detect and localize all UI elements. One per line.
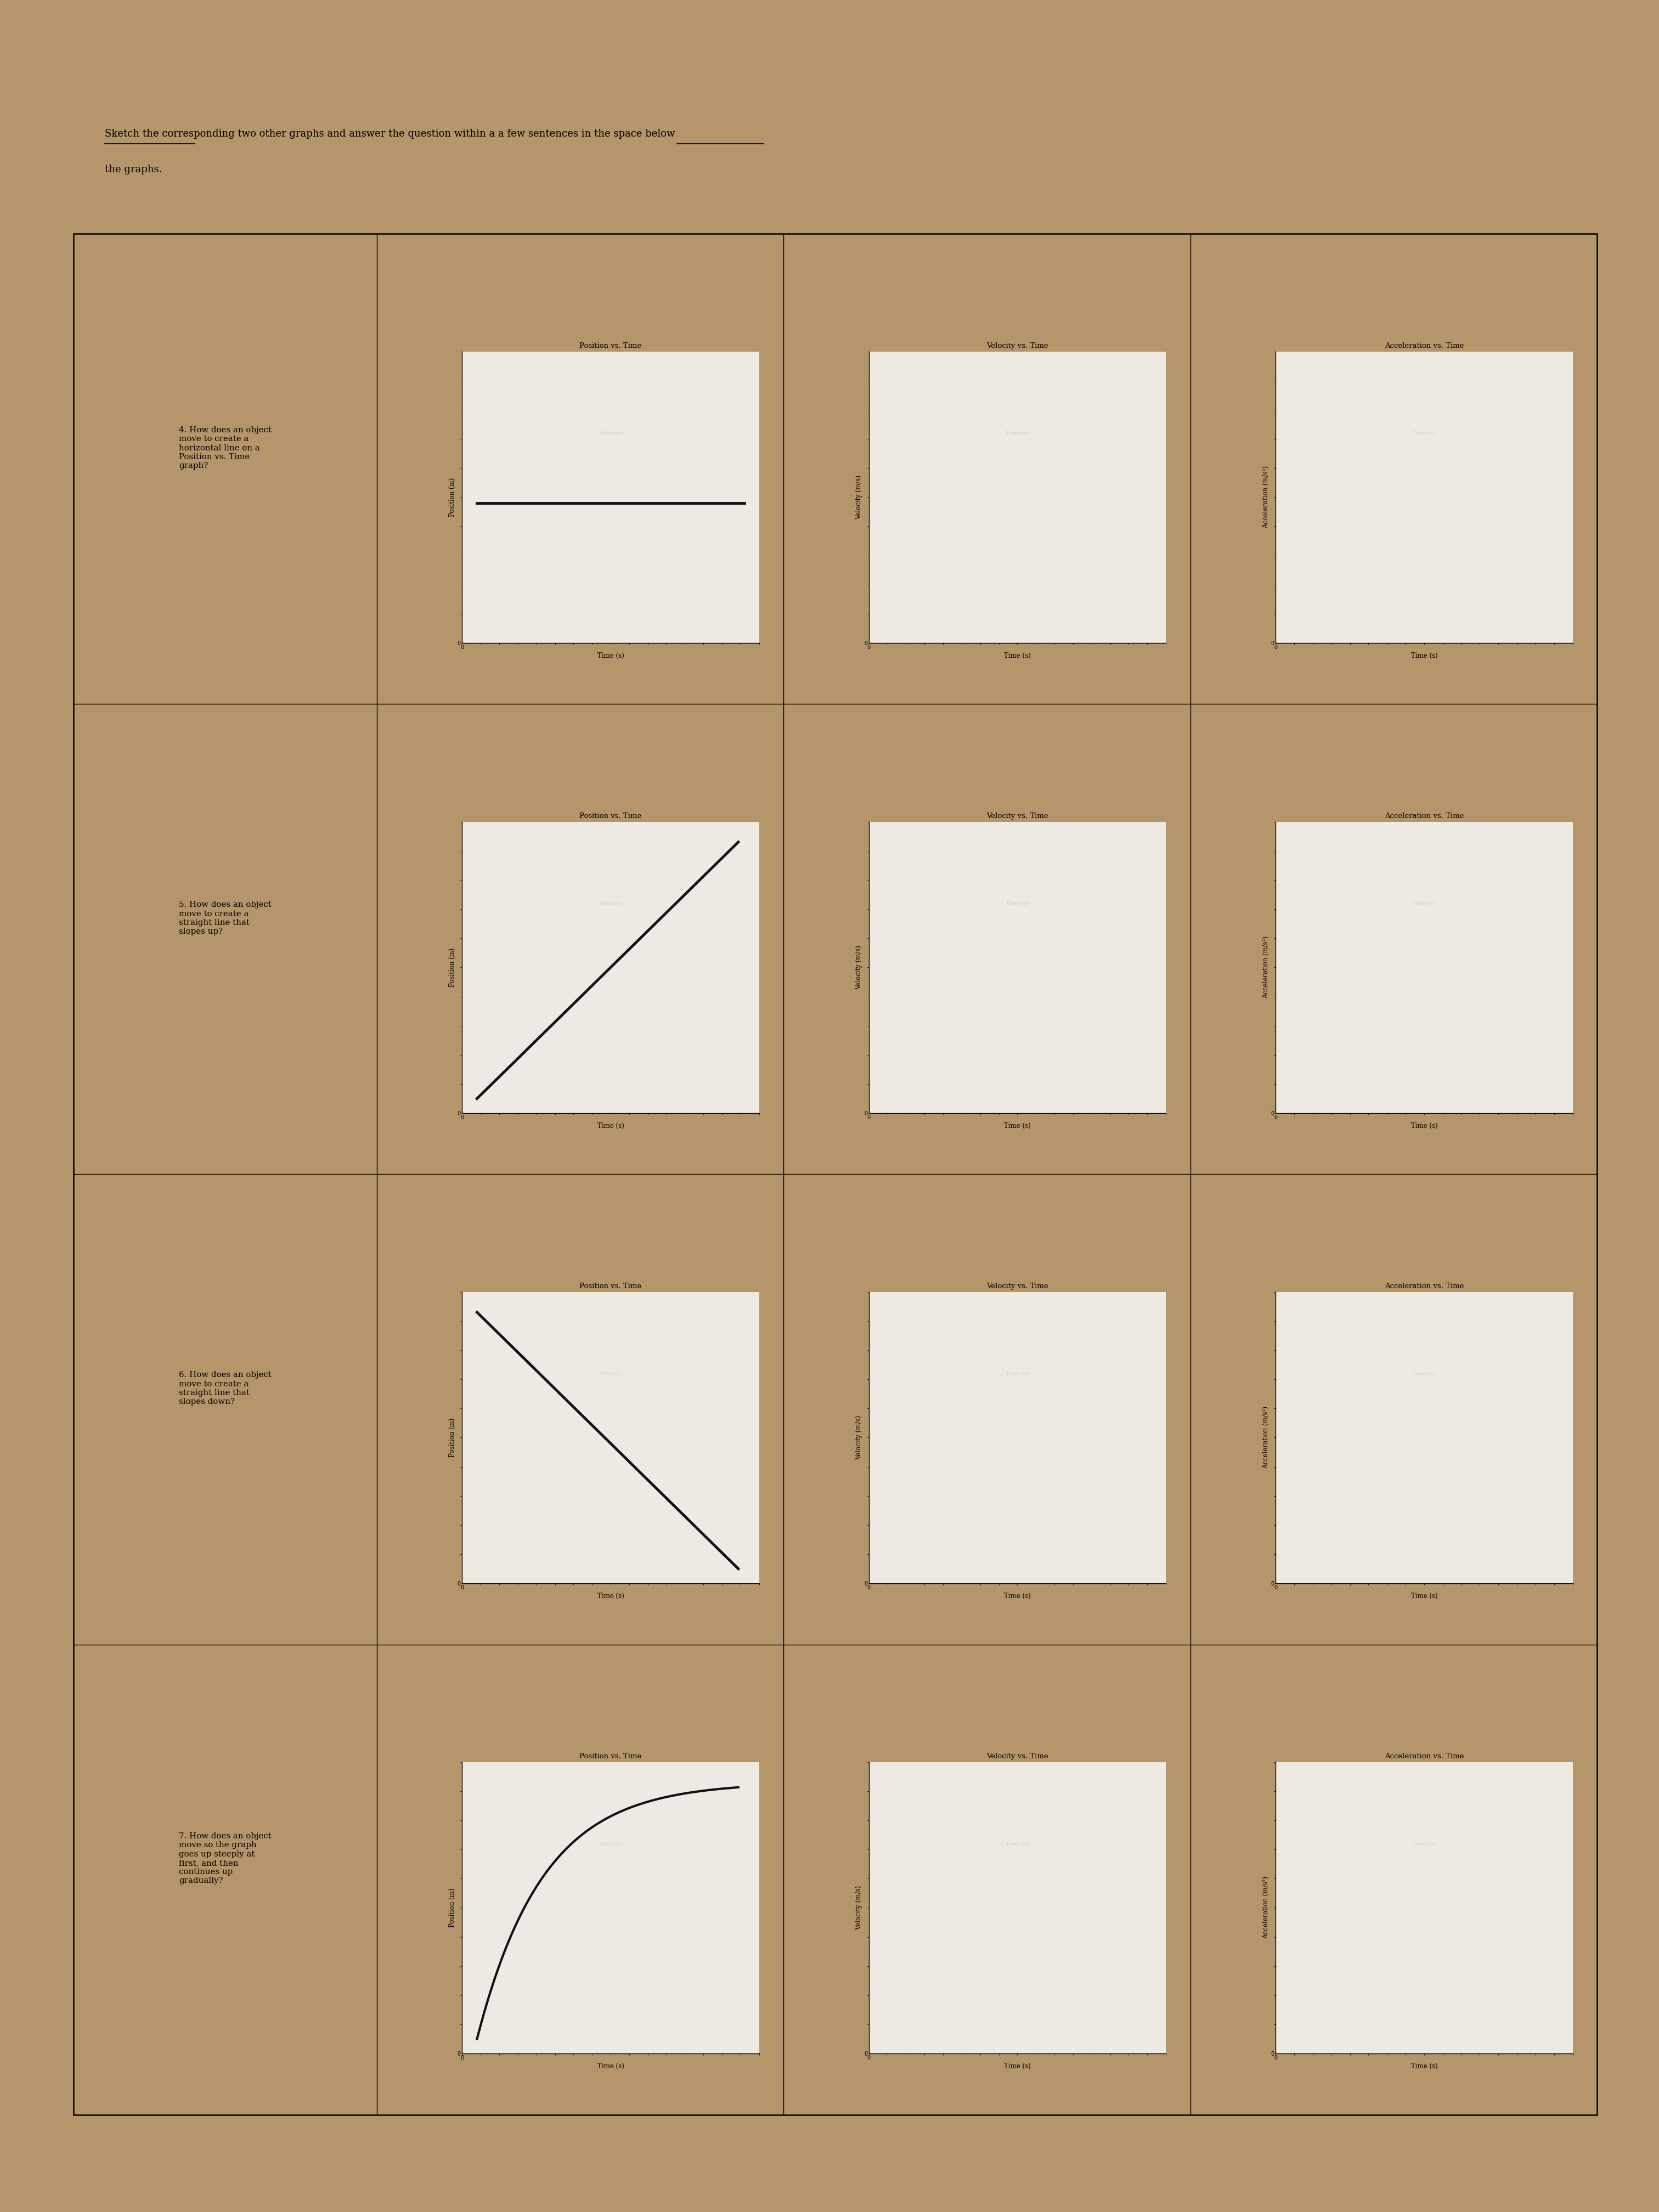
Y-axis label: Acceleration (m/s²): Acceleration (m/s²) — [1262, 467, 1269, 529]
X-axis label: Time (s): Time (s) — [1004, 2064, 1030, 2070]
X-axis label: Time (s): Time (s) — [597, 1593, 624, 1599]
Y-axis label: Velocity (m/s): Velocity (m/s) — [856, 1416, 863, 1460]
Y-axis label: Position (m): Position (m) — [448, 1418, 456, 1458]
Text: 4. How does an object
move to create a
horizontal line on a
Position vs. Time
gr: 4. How does an object move to create a h… — [179, 427, 272, 469]
X-axis label: Time (s): Time (s) — [597, 2064, 624, 2070]
X-axis label: Time (s): Time (s) — [1004, 653, 1030, 659]
Text: Time (s): Time (s) — [1412, 900, 1437, 905]
Title: Velocity vs. Time: Velocity vs. Time — [987, 343, 1048, 349]
Text: 5. How does an object
move to create a
straight line that
slopes up?: 5. How does an object move to create a s… — [179, 900, 272, 936]
Title: Acceleration vs. Time: Acceleration vs. Time — [1385, 1752, 1463, 1761]
Text: Time (s): Time (s) — [599, 431, 622, 436]
Text: Time (s): Time (s) — [599, 900, 622, 905]
Y-axis label: Position (m): Position (m) — [448, 478, 456, 518]
Title: Velocity vs. Time: Velocity vs. Time — [987, 1283, 1048, 1290]
X-axis label: Time (s): Time (s) — [1004, 1121, 1030, 1130]
Text: 7. How does an object
move so the graph
goes up steeply at
first, and then
conti: 7. How does an object move so the graph … — [179, 1832, 272, 1885]
Y-axis label: Acceleration (m/s²): Acceleration (m/s²) — [1262, 1407, 1269, 1469]
Title: Acceleration vs. Time: Acceleration vs. Time — [1385, 812, 1463, 818]
Y-axis label: Position (m): Position (m) — [448, 1889, 456, 1927]
Text: Time (s): Time (s) — [1412, 1371, 1437, 1376]
Title: Position vs. Time: Position vs. Time — [579, 1283, 642, 1290]
X-axis label: Time (s): Time (s) — [1410, 1121, 1437, 1130]
X-axis label: Time (s): Time (s) — [1004, 1593, 1030, 1599]
Title: Position vs. Time: Position vs. Time — [579, 812, 642, 818]
Text: Time (s): Time (s) — [1005, 431, 1029, 436]
Y-axis label: Velocity (m/s): Velocity (m/s) — [856, 476, 863, 520]
Text: 6. How does an object
move to create a
straight line that
slopes down?: 6. How does an object move to create a s… — [179, 1371, 272, 1405]
Y-axis label: Acceleration (m/s²): Acceleration (m/s²) — [1262, 936, 1269, 998]
Y-axis label: Acceleration (m/s²): Acceleration (m/s²) — [1262, 1876, 1269, 1940]
Title: Velocity vs. Time: Velocity vs. Time — [987, 1752, 1048, 1761]
X-axis label: Time (s): Time (s) — [1410, 2064, 1437, 2070]
X-axis label: Time (s): Time (s) — [1410, 1593, 1437, 1599]
Text: the graphs.: the graphs. — [105, 164, 163, 175]
Title: Velocity vs. Time: Velocity vs. Time — [987, 812, 1048, 818]
Y-axis label: Velocity (m/s): Velocity (m/s) — [856, 1885, 863, 1931]
Title: Position vs. Time: Position vs. Time — [579, 1752, 642, 1761]
Y-axis label: Velocity (m/s): Velocity (m/s) — [856, 945, 863, 989]
Title: Acceleration vs. Time: Acceleration vs. Time — [1385, 343, 1463, 349]
Text: Time (s): Time (s) — [1412, 1840, 1437, 1847]
Text: Time (s): Time (s) — [1005, 1371, 1029, 1376]
Text: Sketch the corresponding two other graphs and answer the question within a a few: Sketch the corresponding two other graph… — [105, 128, 675, 139]
Y-axis label: Position (m): Position (m) — [448, 947, 456, 987]
X-axis label: Time (s): Time (s) — [597, 1121, 624, 1130]
Text: Time (s): Time (s) — [599, 1371, 622, 1376]
X-axis label: Time (s): Time (s) — [1410, 653, 1437, 659]
Title: Position vs. Time: Position vs. Time — [579, 343, 642, 349]
Title: Acceleration vs. Time: Acceleration vs. Time — [1385, 1283, 1463, 1290]
Text: Time (s): Time (s) — [1005, 1840, 1029, 1847]
Text: Time (s): Time (s) — [1005, 900, 1029, 905]
X-axis label: Time (s): Time (s) — [597, 653, 624, 659]
Text: Time (s): Time (s) — [599, 1840, 622, 1847]
Text: Time (s): Time (s) — [1412, 431, 1437, 436]
Bar — [73, 234, 1598, 2115]
